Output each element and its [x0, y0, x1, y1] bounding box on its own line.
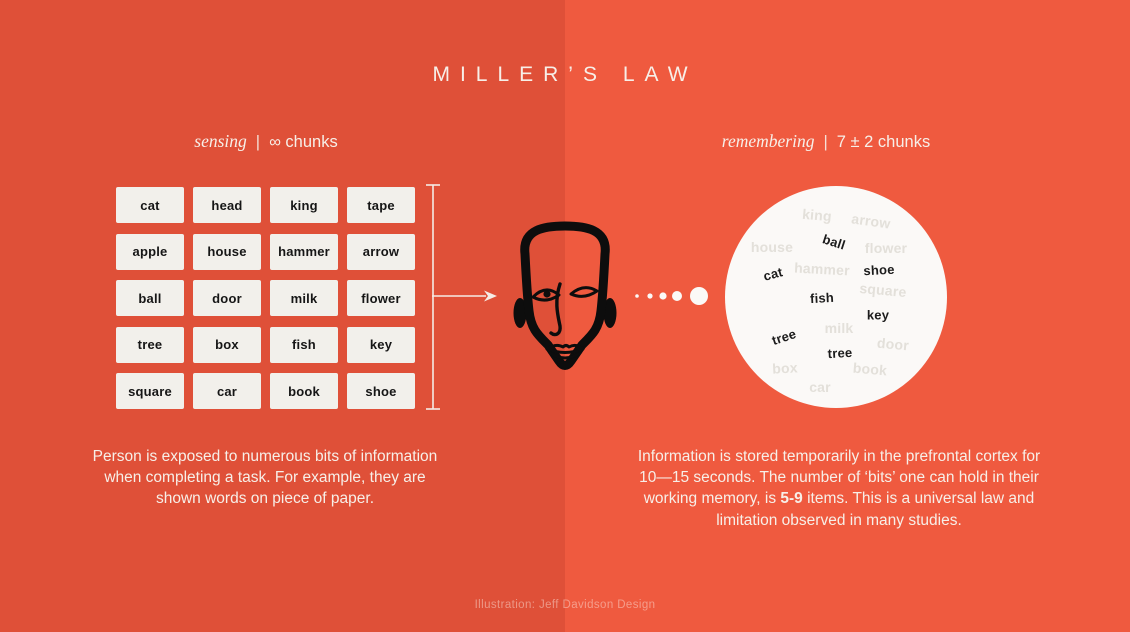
word-card: tree [116, 326, 184, 363]
credit-line: Illustration: Jeff Davidson Design [474, 599, 656, 611]
forgotten-word: hammer [793, 259, 851, 279]
word-card: house [193, 233, 261, 270]
thought-dots-icon [635, 287, 708, 305]
remembered-word: tree [827, 344, 853, 362]
sensing-chunks-label: ∞ chunks [269, 133, 338, 151]
page-title: MILLER’S LAW [432, 63, 698, 86]
word-card: door [193, 280, 261, 316]
heading-divider: | [823, 133, 828, 151]
word-card: arrow [347, 233, 415, 270]
forgotten-word: arrow [850, 210, 892, 232]
sensing-label: sensing [194, 131, 247, 151]
word-card: ball [116, 280, 184, 316]
input-arrow-icon [432, 290, 497, 302]
word-grid: cat head king tape apple house hammer arrow ball… [116, 187, 415, 409]
word-card: shoe [347, 373, 415, 409]
forgotten-word: square [858, 279, 908, 301]
forgotten-word: house [750, 239, 794, 255]
caption-bold-range: 5-9 [780, 490, 803, 508]
word-card: cat [116, 187, 184, 223]
remembered-word: fish [809, 289, 835, 307]
caption-text-before: Information is stored temporarily in the… [637, 448, 1041, 508]
forgotten-word: door [876, 334, 910, 354]
remembering-label: remembering [721, 131, 815, 151]
word-card: key [347, 326, 415, 363]
word-card: square [116, 373, 184, 409]
word-card: hammer [270, 233, 338, 270]
forgotten-word: flower [864, 240, 908, 256]
remembering-chunks-label: 7 ± 2 chunks [836, 133, 931, 151]
word-card: book [270, 373, 338, 409]
word-card: box [193, 326, 261, 363]
word-card: head [193, 187, 261, 223]
word-card: car [193, 373, 261, 409]
caption-text-after: items. This is a universal law and limit… [716, 490, 1035, 529]
word-card: king [270, 187, 338, 223]
word-card: tape [347, 187, 415, 223]
remembered-word: cat [761, 264, 785, 284]
remembering-caption: Information is stored temporarily in the… [633, 446, 1045, 531]
forgotten-word: king [801, 205, 833, 225]
remembered-word: key [866, 307, 890, 323]
forgotten-word: car [809, 379, 831, 395]
word-card: flower [347, 280, 415, 316]
sensing-heading: sensing | ∞ chunks [66, 131, 466, 152]
remembered-word: shoe [863, 261, 895, 279]
grid-span-bracket [426, 184, 440, 410]
word-card: milk [270, 280, 338, 316]
face-icon [513, 221, 617, 370]
working-memory-circle: king arrow house flower hammer square milk door… [725, 186, 947, 408]
word-card: apple [116, 233, 184, 270]
remembered-word: ball [820, 231, 848, 253]
forgotten-word: milk [824, 320, 854, 336]
sensing-caption: Person is exposed to numerous bits of in… [92, 448, 438, 508]
remembered-word: tree [769, 326, 799, 348]
forgotten-word: box [771, 359, 799, 377]
forgotten-word: book [852, 359, 888, 379]
remembering-heading: remembering | 7 ± 2 chunks [626, 131, 1026, 152]
word-card: fish [270, 326, 338, 363]
heading-divider: | [255, 133, 261, 151]
